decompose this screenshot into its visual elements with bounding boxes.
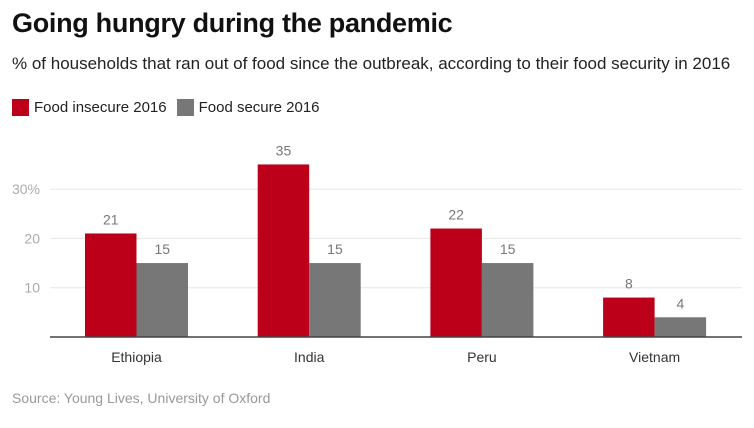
legend-label: Food secure 2016	[198, 99, 320, 116]
source-note: Source: Young Lives, University of Oxfor…	[12, 390, 271, 406]
bar-food-secure	[309, 263, 361, 337]
bar-food-secure	[136, 263, 188, 337]
x-tick-label: Vietnam	[629, 349, 680, 365]
x-tick-label: India	[294, 349, 325, 365]
y-tick-label: 30%	[12, 181, 40, 197]
y-tick-label: 10	[24, 280, 40, 296]
data-label: 4	[676, 295, 684, 311]
data-label: 21	[103, 211, 119, 227]
legend-swatch	[12, 99, 29, 116]
legend: Food insecure 2016 Food secure 2016	[12, 99, 330, 116]
x-tick-label: Ethiopia	[111, 349, 162, 365]
chart-subtitle: % of households that ran out of food sin…	[12, 54, 731, 73]
legend-item-food-secure: Food secure 2016	[176, 99, 320, 116]
legend-item-food-insecure: Food insecure 2016	[12, 99, 167, 116]
data-label: 8	[625, 276, 633, 292]
bar-food-insecure	[430, 228, 482, 337]
legend-swatch	[176, 99, 194, 116]
bar-food-insecure	[603, 297, 655, 337]
bar-food-secure	[481, 263, 534, 337]
bar-food-secure	[654, 317, 707, 337]
bar-food-insecure	[257, 164, 310, 337]
data-label: 15	[154, 241, 170, 257]
chart-title: Going hungry during the pandemic	[12, 8, 453, 38]
data-label: 35	[276, 142, 292, 158]
y-tick-label: 20	[24, 230, 40, 246]
data-label: 15	[327, 241, 343, 257]
bar-food-insecure	[85, 233, 137, 337]
data-label: 15	[500, 241, 516, 257]
data-label: 22	[448, 207, 464, 223]
x-tick-label: Peru	[467, 349, 497, 365]
legend-label: Food insecure 2016	[34, 99, 167, 116]
